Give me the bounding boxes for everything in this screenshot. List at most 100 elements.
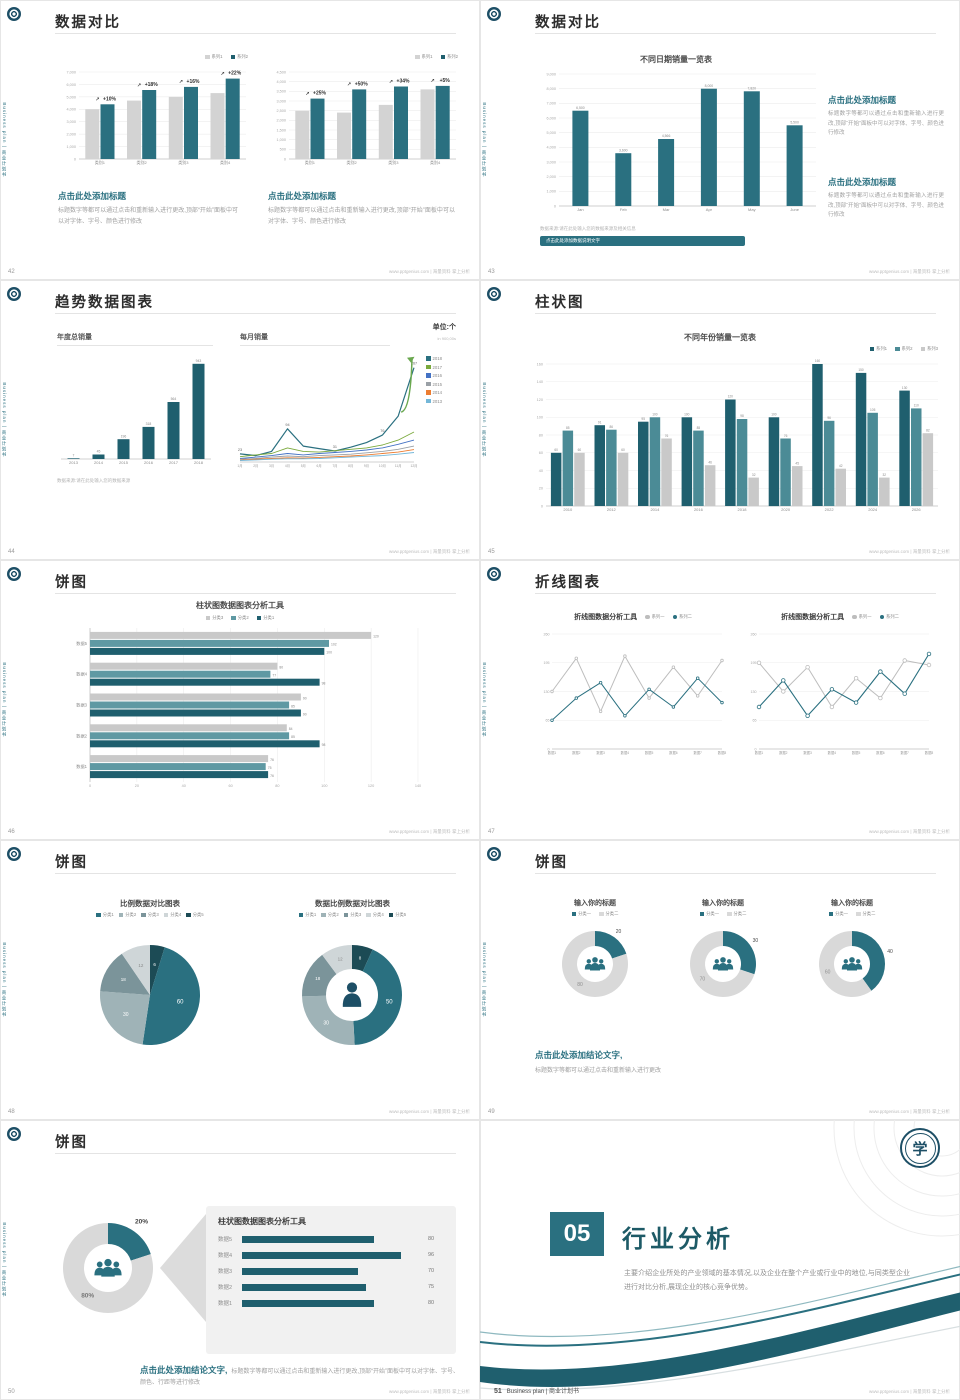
- slide-51-section-divider[interactable]: 学 05 行业分析 主要介绍企业所处的产业领域的基本情况,以及企业在整个产业或行…: [480, 1120, 960, 1400]
- slide-43-data-comparison[interactable]: Business plan | 商业计划书 数据对比 不同日期销量一览表 9,0…: [480, 0, 960, 280]
- svg-text:46: 46: [708, 460, 712, 464]
- svg-text:4,000: 4,000: [276, 80, 286, 84]
- footer-url: www.pptgenius.com | 海量资料 掌上分析: [389, 829, 470, 834]
- svg-text:+50%: +50%: [355, 81, 368, 87]
- grouped-bar-chart-right: 4,500 4,000 3,500 3,000 2,500 2,000 1,500 1,000…: [268, 62, 458, 175]
- svg-text:65: 65: [753, 719, 757, 723]
- unit-text: 单位:个: [432, 324, 456, 331]
- svg-text:500: 500: [280, 148, 286, 152]
- svg-text:76: 76: [380, 429, 384, 433]
- slide-title: 折线图表: [535, 575, 601, 591]
- svg-text:20: 20: [616, 929, 622, 935]
- svg-text:2017: 2017: [169, 460, 179, 465]
- svg-text:40: 40: [182, 784, 186, 788]
- school-seal-icon: [7, 847, 21, 861]
- svg-text:+34%: +34%: [397, 79, 410, 85]
- svg-text:80%: 80%: [81, 1293, 94, 1300]
- svg-text:50: 50: [386, 1000, 393, 1006]
- page-number: 49: [488, 1109, 495, 1115]
- title-rule: [535, 873, 936, 874]
- svg-text:260: 260: [751, 632, 757, 636]
- svg-text:2,500: 2,500: [276, 109, 286, 113]
- svg-text:2024: 2024: [868, 507, 878, 512]
- page-number: 48: [8, 1109, 15, 1115]
- page-number: 47: [488, 829, 495, 835]
- footer-url: www.pptgenius.com | 海量资料 掌上分析: [389, 1109, 470, 1114]
- highlight-bar: 点击此处添加数据说明文字: [540, 236, 745, 246]
- svg-text:60: 60: [578, 448, 582, 452]
- page-number: 50: [8, 1389, 15, 1395]
- conclusion-block: 点击此处添加结论文字, 标题数字等都可以通过点击和重新输入进行更改: [535, 1048, 895, 1077]
- svg-text:数据6: 数据6: [876, 750, 885, 755]
- svg-text:45: 45: [97, 450, 101, 454]
- svg-text:31: 31: [333, 445, 337, 449]
- footer-url: www.pptgenius.com | 海量资料 掌上分析: [389, 269, 470, 274]
- sidebar-vertical-label: Business plan | 商业计划书: [482, 382, 487, 458]
- svg-text:3,500: 3,500: [276, 90, 286, 94]
- svg-text:类别3: 类别3: [178, 159, 189, 165]
- svg-text:7,000: 7,000: [546, 102, 556, 106]
- svg-text:96: 96: [827, 416, 831, 420]
- svg-text:2018: 2018: [194, 460, 204, 465]
- svg-text:12: 12: [338, 957, 344, 962]
- svg-text:85: 85: [566, 426, 570, 430]
- svg-text:数据2: 数据2: [76, 732, 87, 739]
- svg-text:+25%: +25%: [313, 91, 326, 97]
- svg-text:Feb: Feb: [620, 207, 628, 212]
- svg-text:5,000: 5,000: [66, 95, 76, 99]
- grouped-bar-chart-left: 7,000 6,000 5,000 4,000 3,000 2,000 1,000 0 类别1 +…: [58, 62, 248, 175]
- svg-text:5,000: 5,000: [546, 131, 556, 135]
- title-rule: [535, 33, 936, 34]
- school-seal-icon: [487, 7, 501, 21]
- slide-48-pie-charts[interactable]: Business plan | 商业计划书 饼图 比例数据对比图表 分类1 分类2…: [0, 840, 480, 1120]
- svg-text:12: 12: [138, 963, 144, 968]
- svg-text:8: 8: [359, 956, 362, 961]
- block-heading: 点击此处添加标题: [58, 191, 127, 201]
- slide-49-donut-charts[interactable]: Business plan | 商业计划书 饼图 输入你的标题 分类一 分类二 2…: [480, 840, 960, 1120]
- svg-text:2,000: 2,000: [276, 119, 286, 123]
- donut-legend-1: 分类一 分类二: [532, 911, 658, 917]
- slide-42-data-comparison[interactable]: Business plan | 商业计划书 数据对比 系列1 系列2 7,000 6…: [0, 0, 480, 280]
- svg-text:数据4: 数据4: [76, 671, 87, 678]
- svg-text:5月: 5月: [301, 464, 306, 468]
- svg-text:2013: 2013: [69, 460, 79, 465]
- svg-text:4月: 4月: [285, 464, 290, 468]
- svg-text:数据7: 数据7: [900, 750, 909, 755]
- block-heading: 点击此处添加标题: [828, 95, 897, 105]
- yearly-sales-grouped-bar-chart: 160 140 120 100 80 60 40 20 0 60 85 60 2010 91 86 60 201…: [530, 356, 940, 523]
- slide-45-column-chart[interactable]: Business plan | 商业计划书 柱状图 不同年份销量一览表 系列1 系…: [480, 280, 960, 560]
- svg-text:120: 120: [373, 635, 379, 639]
- slide-44-trend-charts[interactable]: Business plan | 商业计划书 趋势数据图表 单位:个 in 900…: [0, 280, 480, 560]
- svg-text:12月: 12月: [411, 464, 418, 468]
- sidebar-vertical-label: Business plan | 商业计划书: [2, 942, 7, 1018]
- footer-left-label: Business plan | 商业计划书: [506, 1389, 580, 1395]
- sidebar-vertical-label: Business plan | 商业计划书: [482, 102, 487, 178]
- svg-text:8月: 8月: [348, 464, 353, 468]
- svg-text:5,500: 5,500: [790, 121, 799, 125]
- svg-text:↗: ↗: [137, 83, 141, 89]
- pie-title-left: 比例数据对比图表: [120, 899, 180, 908]
- svg-text:195: 195: [751, 661, 757, 665]
- svg-text:30: 30: [753, 938, 759, 944]
- svg-text:数据1: 数据1: [76, 763, 87, 770]
- svg-text:267: 267: [411, 362, 417, 366]
- svg-text:2016: 2016: [144, 460, 154, 465]
- svg-text:1,000: 1,000: [66, 145, 76, 149]
- svg-text:98: 98: [322, 743, 326, 747]
- svg-text:2012: 2012: [607, 507, 617, 512]
- svg-text:6月: 6月: [317, 464, 322, 468]
- sidebar-vertical-label: Business plan | 商业计划书: [2, 662, 7, 738]
- svg-text:数据4: 数据4: [828, 750, 837, 755]
- slide-50-donut-panel[interactable]: Business plan | 商业计划书 饼图 20% 80% 柱状图数据图表分…: [0, 1120, 480, 1400]
- conclusion-block: 点击此处添加结论文字, 标题数字等都可以通过点击和重新输入进行更改,顶部“开始”面…: [140, 1363, 465, 1389]
- slide-46-horizontal-bars[interactable]: Business plan | 商业计划书 饼图 柱状图数据图表分析工具 分类3…: [0, 560, 480, 840]
- slide-title: 饼图: [55, 1135, 88, 1151]
- svg-text:23: 23: [238, 448, 242, 452]
- university-seal-logo: 学: [900, 1128, 940, 1168]
- left-chart-title: 年度总销量: [57, 332, 213, 346]
- svg-text:130: 130: [902, 386, 908, 390]
- svg-text:30: 30: [323, 1021, 329, 1027]
- slide-47-line-charts[interactable]: Business plan | 商业计划书 折线图表 折线图数据分析工具 系列一…: [480, 560, 960, 840]
- svg-text:76: 76: [665, 434, 669, 438]
- svg-text:32: 32: [883, 473, 887, 477]
